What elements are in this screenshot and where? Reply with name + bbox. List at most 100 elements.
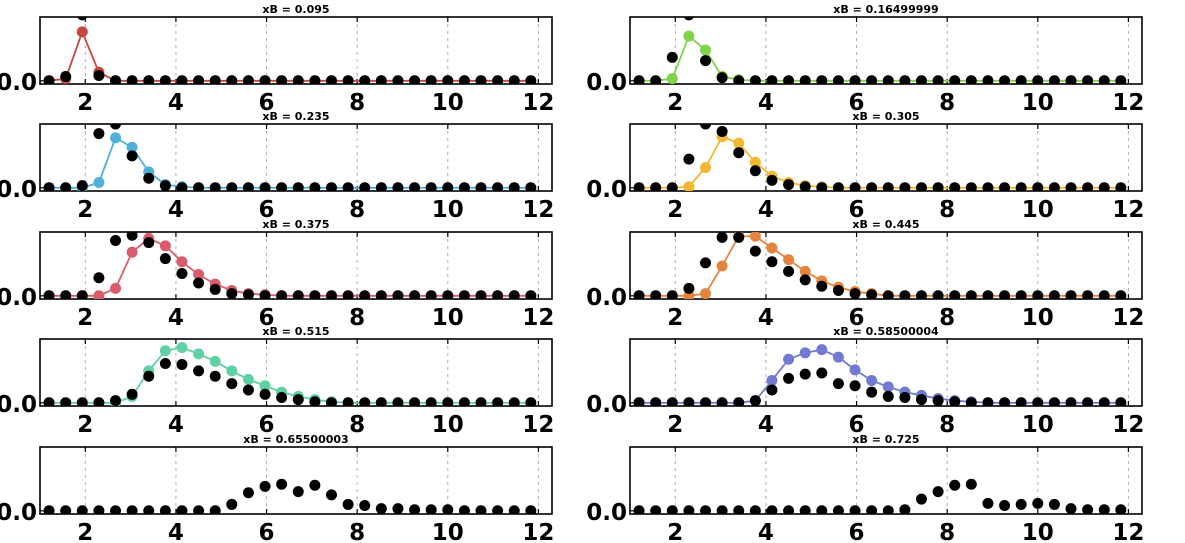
subplot-title: xB = 0.375	[262, 218, 329, 231]
data-point	[375, 397, 387, 406]
model-point	[700, 44, 712, 56]
data-point	[1015, 75, 1027, 84]
data-point	[209, 370, 221, 382]
data-point	[749, 505, 761, 514]
x-tick-label: 10	[1022, 305, 1054, 331]
x-tick-label: 8	[939, 305, 955, 331]
data-point	[899, 182, 911, 191]
data-point	[193, 277, 205, 289]
model-point	[766, 242, 778, 254]
data-point	[700, 505, 712, 514]
data-point	[999, 499, 1011, 511]
data-point	[276, 290, 288, 299]
x-tick-label: 4	[758, 197, 774, 223]
model-line	[639, 348, 1121, 404]
plot-frame	[629, 338, 1143, 407]
model-line	[639, 34, 1121, 82]
data-point	[276, 391, 288, 403]
x-tick-label: 2	[77, 305, 93, 331]
data-point	[915, 290, 927, 299]
data-point	[683, 505, 695, 514]
data-point	[816, 75, 828, 84]
data-point	[209, 182, 221, 191]
model-point	[93, 176, 105, 188]
data-point	[716, 125, 728, 137]
x-tick-label: 12	[1112, 520, 1144, 543]
x-tick-label: 4	[758, 520, 774, 543]
data-point	[749, 395, 761, 406]
data-point	[43, 505, 55, 514]
data-point	[683, 282, 695, 294]
data-point	[899, 75, 911, 84]
data-point	[633, 505, 645, 514]
subplot-title: xB = 0.095	[262, 3, 329, 16]
data-point	[525, 397, 537, 406]
x-tick-label: 8	[939, 412, 955, 438]
data-point	[716, 397, 728, 406]
data-point	[342, 182, 354, 191]
data-point	[193, 505, 205, 514]
data-point	[799, 181, 811, 191]
data-point	[766, 505, 778, 514]
data-point	[866, 386, 878, 398]
plot-frame	[39, 16, 553, 85]
data-point	[866, 505, 878, 514]
x-tick-label: 4	[758, 90, 774, 116]
model-point	[176, 256, 188, 268]
data-point	[475, 75, 487, 84]
data-point	[1032, 182, 1044, 191]
x-tick-label: 6	[259, 197, 275, 223]
x-tick-label: 8	[349, 90, 365, 116]
x-tick-label: 4	[168, 520, 184, 543]
data-point	[1115, 182, 1127, 191]
data-point	[915, 493, 927, 505]
data-point	[749, 165, 761, 177]
data-point	[1098, 397, 1110, 406]
data-point	[1032, 397, 1044, 406]
data-point	[1048, 75, 1060, 84]
model-point	[683, 30, 695, 42]
data-point	[325, 290, 337, 299]
data-point	[1098, 182, 1110, 191]
data-point	[375, 182, 387, 191]
data-point	[666, 51, 678, 63]
model-point	[159, 345, 171, 357]
data-point	[932, 486, 944, 498]
data-point	[342, 290, 354, 299]
data-point	[866, 182, 878, 191]
x-tick-label: 12	[1112, 305, 1144, 331]
data-point	[60, 71, 72, 83]
x-tick-label: 12	[522, 197, 554, 223]
data-point	[525, 290, 537, 299]
data-point	[392, 290, 404, 299]
data-point	[733, 232, 745, 243]
data-point	[1015, 182, 1027, 191]
data-point	[1065, 290, 1077, 299]
data-point	[1115, 397, 1127, 406]
data-point	[209, 505, 221, 514]
data-point	[783, 179, 795, 191]
data-point	[799, 368, 811, 380]
data-point	[666, 505, 678, 514]
data-point	[882, 290, 894, 299]
data-point	[276, 478, 288, 490]
data-point	[226, 498, 238, 510]
subplot-9: 2 4 6 8 10 12 0.0 xB = 0.65500003	[0, 433, 554, 543]
data-point	[849, 505, 861, 514]
data-point	[60, 182, 72, 191]
data-point	[276, 182, 288, 191]
data-point	[325, 489, 337, 501]
data-point	[982, 182, 994, 191]
subplot-2: 2 4 6 8 10 12 0.0 xB = 0.16499999	[586, 3, 1144, 116]
data-point	[982, 75, 994, 84]
model-point	[226, 365, 238, 377]
y-tick-label: 0.0	[0, 177, 37, 203]
data-point	[633, 290, 645, 299]
data-point	[176, 182, 188, 191]
data-point	[475, 182, 487, 191]
data-point	[700, 397, 712, 406]
data-point	[442, 290, 454, 299]
subplot-title: xB = 0.58500004	[833, 325, 939, 338]
data-point	[832, 182, 844, 191]
data-point	[932, 75, 944, 84]
